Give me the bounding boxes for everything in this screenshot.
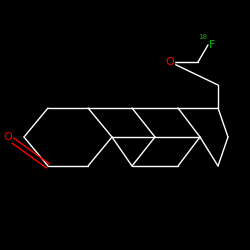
Text: O: O bbox=[4, 132, 13, 142]
Text: O: O bbox=[166, 57, 174, 67]
Text: F: F bbox=[209, 40, 216, 50]
Text: 18: 18 bbox=[198, 34, 207, 40]
